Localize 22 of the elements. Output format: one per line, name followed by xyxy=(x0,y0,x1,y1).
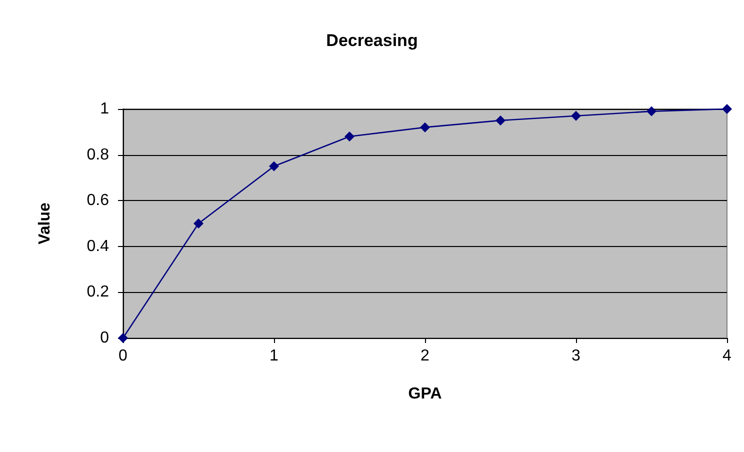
point xyxy=(571,110,581,121)
x-tick-label: 3 xyxy=(572,348,581,364)
point xyxy=(646,106,656,116)
point xyxy=(420,122,430,132)
x-axis-title: GPA xyxy=(408,386,442,402)
y-tick-label: 0.2 xyxy=(86,284,110,301)
y-tick-label: 0.4 xyxy=(86,238,110,255)
y-tick-label: 0.8 xyxy=(86,146,110,164)
x-tick-label: 2 xyxy=(420,348,430,364)
point xyxy=(722,104,732,114)
x-tick-label: 0 xyxy=(118,348,128,364)
y-axis-title: Value xyxy=(36,202,54,244)
x-tick-label: 1 xyxy=(270,348,279,364)
point xyxy=(344,131,354,142)
point xyxy=(269,161,279,172)
y-tick-label: 0 xyxy=(100,330,110,346)
chart-title: Decreasing xyxy=(326,31,418,50)
y-tick-label: 1 xyxy=(100,100,110,118)
point xyxy=(194,218,204,228)
y-tick-label: 0.6 xyxy=(86,192,110,210)
point xyxy=(496,115,506,126)
x-tick-label: 4 xyxy=(722,348,732,364)
